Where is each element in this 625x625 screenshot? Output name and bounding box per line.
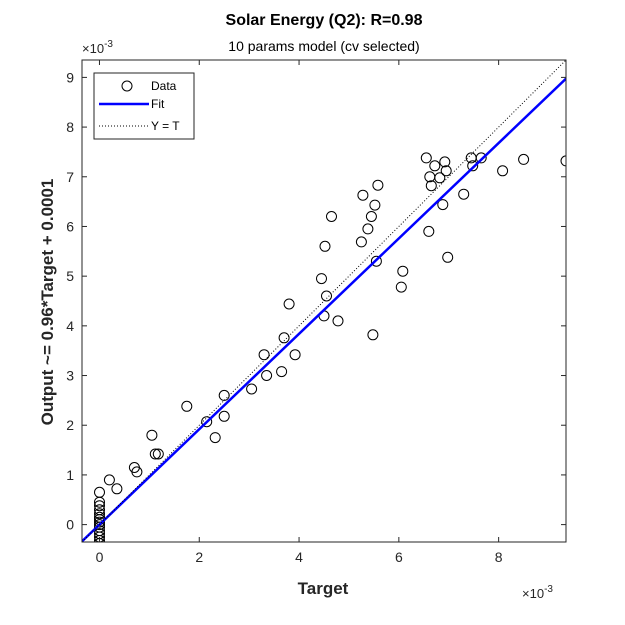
x-tick-label: 0 [96, 549, 104, 565]
legend-data-marker [121, 80, 133, 92]
plot-area [81, 59, 567, 543]
data-point [94, 519, 105, 531]
data-point [357, 189, 369, 201]
x-tick-label: 2 [195, 549, 203, 565]
data-point [283, 298, 295, 310]
y-tick-label: 2 [66, 417, 74, 433]
y-exponent-base: ×10 [82, 41, 104, 56]
data-point [278, 332, 290, 344]
data-point [365, 211, 377, 222]
data-point [94, 535, 105, 542]
x-tick-label: 6 [395, 549, 403, 565]
legend-label-fit: Fit [151, 97, 165, 111]
data-point [395, 281, 407, 293]
y-tick-label: 4 [66, 318, 74, 334]
data-point [261, 370, 273, 381]
data-point [434, 172, 446, 184]
data-point [425, 180, 437, 192]
data-point [429, 160, 441, 172]
legend-box [93, 72, 195, 140]
data-point [94, 508, 105, 520]
data-point [326, 211, 337, 222]
y-exponent-power: -3 [104, 39, 113, 50]
data-point [367, 329, 379, 341]
data-point [181, 400, 193, 412]
y-axis-label: Output ~= 0.96*Target + 0.0001 [38, 179, 57, 426]
data-point [319, 240, 331, 252]
data-point [316, 273, 327, 285]
chart-title: Solar Energy (Q2): R=0.98 [226, 12, 423, 29]
y-tick-label: 9 [66, 69, 74, 85]
data-point [111, 483, 123, 495]
data-point [362, 223, 374, 235]
data-point [369, 199, 381, 211]
data-point [372, 179, 384, 191]
y-tick-label: 1 [66, 467, 74, 483]
data-point [332, 315, 344, 327]
data-point [437, 199, 449, 211]
data-point [94, 516, 105, 528]
data-point [518, 153, 530, 165]
data-point [397, 265, 409, 277]
fit-line [82, 77, 566, 542]
data-point [246, 383, 258, 395]
y-tick-label: 0 [66, 517, 74, 533]
data-point [131, 466, 143, 478]
x-exponent-base: ×10 [522, 586, 544, 601]
data-point [355, 236, 367, 248]
plot-background [82, 60, 566, 542]
svg-text:×10-3: ×10-3 [82, 39, 113, 56]
data-point [276, 366, 288, 378]
data-point [103, 474, 115, 486]
data-point [560, 155, 566, 167]
data-point [442, 251, 454, 263]
data-point [149, 448, 161, 460]
x-axis-label: Target [298, 579, 349, 598]
data-point [440, 165, 452, 177]
y-tick-label: 5 [66, 268, 74, 284]
axis-ticks: 0 2 4 6 8 0 1 2 3 4 5 6 7 8 9 [66, 60, 566, 565]
data-point [458, 188, 470, 200]
data-point [475, 152, 487, 164]
data-point [94, 500, 105, 512]
data-point [94, 496, 105, 508]
legend: Data Fit Y = T [93, 72, 195, 140]
svg-text:×10-3: ×10-3 [522, 584, 553, 601]
data-point [152, 448, 164, 460]
data-point [321, 290, 332, 302]
data-point [209, 432, 221, 444]
y-tick-label: 3 [66, 368, 74, 384]
y-exponent: ×10-3 [82, 39, 113, 56]
data-point [420, 152, 432, 164]
data-point [94, 531, 105, 542]
data-point [146, 429, 158, 441]
data-point [258, 349, 270, 361]
x-exponent: ×10-3 [522, 584, 553, 601]
data-point [439, 156, 451, 168]
legend-label-yt: Y = T [151, 119, 180, 133]
data-point [370, 255, 382, 267]
data-point [289, 349, 301, 361]
y-tick-label: 7 [66, 169, 74, 185]
data-point [423, 225, 435, 237]
y-tick-label: 8 [66, 119, 74, 135]
legend-label-data: Data [151, 79, 177, 93]
y-tick-label: 6 [66, 218, 74, 234]
data-point [497, 165, 509, 177]
data-point [201, 416, 213, 428]
data-point [467, 160, 479, 172]
x-exponent-power: -3 [544, 584, 553, 595]
axes-frame [81, 59, 567, 543]
chart-subtitle: 10 params model (cv selected) [228, 38, 419, 54]
data-point [218, 410, 230, 422]
x-tick-label: 8 [495, 549, 503, 565]
x-tick-label: 4 [295, 549, 303, 565]
